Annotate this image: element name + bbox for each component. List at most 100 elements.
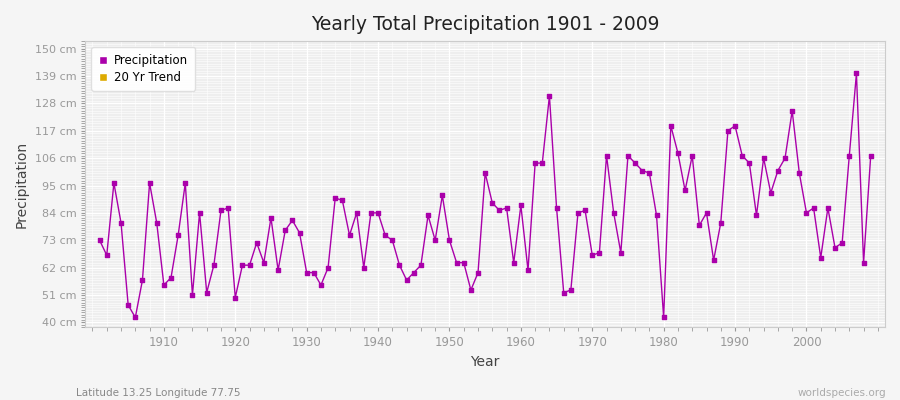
Point	[442, 237, 456, 244]
Point	[249, 240, 264, 246]
Point	[214, 207, 229, 214]
Point	[285, 217, 300, 224]
Point	[770, 167, 785, 174]
Point	[643, 170, 657, 176]
Point	[292, 230, 307, 236]
Point	[635, 167, 650, 174]
Point	[107, 180, 122, 186]
Point	[349, 210, 364, 216]
Point	[842, 152, 857, 159]
Point	[113, 220, 128, 226]
Point	[371, 210, 385, 216]
Text: worldspecies.org: worldspecies.org	[798, 388, 886, 398]
Title: Yearly Total Precipitation 1901 - 2009: Yearly Total Precipitation 1901 - 2009	[310, 15, 660, 34]
Point	[536, 160, 550, 166]
Point	[563, 287, 578, 293]
Point	[649, 212, 663, 218]
Point	[549, 205, 563, 211]
Point	[663, 122, 678, 129]
Point	[571, 210, 585, 216]
Point	[128, 314, 142, 321]
Point	[100, 252, 114, 258]
Point	[200, 289, 214, 296]
Text: Latitude 13.25 Longitude 77.75: Latitude 13.25 Longitude 77.75	[76, 388, 241, 398]
Point	[149, 220, 164, 226]
Point	[500, 205, 514, 211]
Point	[471, 270, 485, 276]
Point	[592, 250, 607, 256]
Point	[171, 232, 185, 238]
Point	[464, 287, 478, 293]
Point	[93, 237, 107, 244]
Point	[485, 200, 500, 206]
Point	[828, 244, 842, 251]
Point	[806, 205, 821, 211]
Point	[228, 294, 242, 301]
X-axis label: Year: Year	[471, 355, 500, 369]
Point	[728, 122, 742, 129]
Point	[528, 160, 543, 166]
Point	[193, 210, 207, 216]
Point	[435, 192, 449, 199]
Point	[735, 152, 750, 159]
Point	[778, 155, 792, 161]
Point	[178, 180, 193, 186]
Point	[785, 108, 799, 114]
Point	[521, 267, 535, 273]
Point	[449, 260, 464, 266]
Point	[321, 264, 336, 271]
Point	[421, 212, 436, 218]
Point	[121, 302, 135, 308]
Point	[135, 277, 149, 283]
Point	[314, 282, 328, 288]
Point	[742, 160, 757, 166]
Point	[392, 262, 407, 268]
Point	[256, 260, 271, 266]
Point	[385, 237, 400, 244]
Point	[220, 205, 235, 211]
Point	[271, 267, 285, 273]
Point	[678, 187, 692, 194]
Point	[264, 215, 278, 221]
Point	[478, 170, 492, 176]
Point	[857, 260, 871, 266]
Legend: Precipitation, 20 Yr Trend: Precipitation, 20 Yr Trend	[91, 47, 195, 91]
Point	[863, 152, 878, 159]
Point	[699, 210, 714, 216]
Point	[428, 237, 443, 244]
Point	[328, 195, 342, 201]
Point	[850, 70, 864, 77]
Point	[207, 262, 221, 268]
Point	[763, 190, 778, 196]
Y-axis label: Precipitation: Precipitation	[15, 141, 29, 228]
Point	[342, 232, 356, 238]
Point	[814, 254, 828, 261]
Point	[656, 314, 670, 321]
Point	[142, 180, 157, 186]
Point	[607, 210, 621, 216]
Point	[300, 270, 314, 276]
Point	[706, 257, 721, 263]
Point	[556, 289, 571, 296]
Point	[378, 232, 392, 238]
Point	[157, 282, 171, 288]
Point	[599, 152, 614, 159]
Point	[514, 202, 528, 209]
Point	[400, 277, 414, 283]
Point	[714, 220, 728, 226]
Point	[750, 212, 764, 218]
Point	[670, 150, 685, 156]
Point	[407, 270, 421, 276]
Point	[542, 93, 556, 99]
Point	[585, 252, 599, 258]
Point	[821, 205, 835, 211]
Point	[307, 270, 321, 276]
Point	[364, 210, 378, 216]
Point	[456, 260, 471, 266]
Point	[721, 128, 735, 134]
Point	[185, 292, 200, 298]
Point	[799, 210, 814, 216]
Point	[164, 274, 178, 281]
Point	[242, 262, 256, 268]
Point	[356, 264, 371, 271]
